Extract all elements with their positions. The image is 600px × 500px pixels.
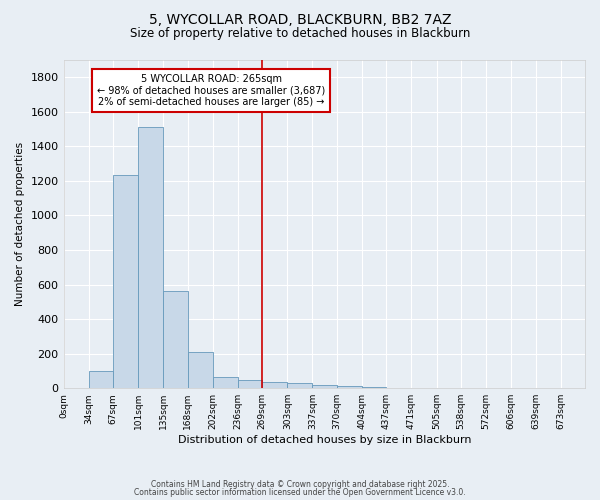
Bar [213, 377, 238, 388]
Bar [89, 372, 113, 388]
Bar [238, 380, 262, 388]
Bar [188, 352, 213, 388]
Text: 5 WYCOLLAR ROAD: 265sqm
← 98% of detached houses are smaller (3,687)
2% of semi-: 5 WYCOLLAR ROAD: 265sqm ← 98% of detache… [97, 74, 325, 107]
X-axis label: Distribution of detached houses by size in Blackburn: Distribution of detached houses by size … [178, 435, 471, 445]
Bar [313, 385, 337, 388]
Text: 5, WYCOLLAR ROAD, BLACKBURN, BB2 7AZ: 5, WYCOLLAR ROAD, BLACKBURN, BB2 7AZ [149, 12, 451, 26]
Bar [337, 386, 362, 388]
Y-axis label: Number of detached properties: Number of detached properties [15, 142, 25, 306]
Bar [138, 128, 163, 388]
Bar [287, 384, 313, 388]
Text: Contains public sector information licensed under the Open Government Licence v3: Contains public sector information licen… [134, 488, 466, 497]
Bar [113, 175, 138, 388]
Bar [163, 292, 188, 388]
Text: Contains HM Land Registry data © Crown copyright and database right 2025.: Contains HM Land Registry data © Crown c… [151, 480, 449, 489]
Bar [262, 382, 287, 388]
Text: Size of property relative to detached houses in Blackburn: Size of property relative to detached ho… [130, 28, 470, 40]
